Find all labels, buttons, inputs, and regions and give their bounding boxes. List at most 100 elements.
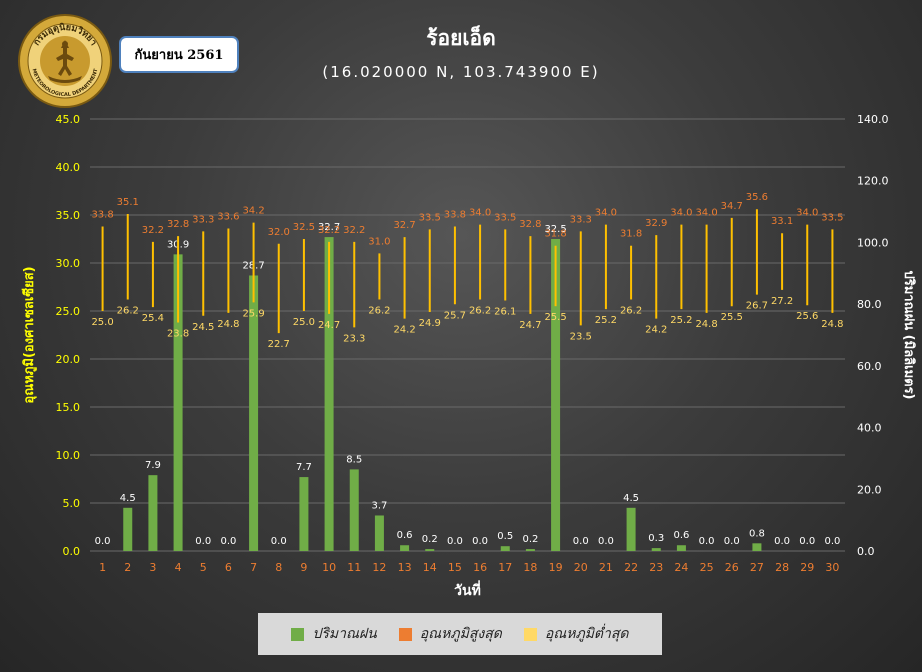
tmax-data-label: 31.0 bbox=[368, 236, 390, 247]
tmin-data-label: 25.6 bbox=[796, 311, 818, 322]
tmin-data-label: 26.2 bbox=[620, 305, 642, 316]
y-tick-left: 30.0 bbox=[56, 257, 81, 270]
x-tick-label: 25 bbox=[700, 561, 714, 574]
x-tick-label: 19 bbox=[549, 561, 563, 574]
rain-data-label: 0.0 bbox=[271, 536, 287, 547]
rain-bar bbox=[525, 549, 535, 551]
legend-swatch-tmin bbox=[523, 627, 537, 641]
tmin-data-label: 24.7 bbox=[318, 320, 340, 331]
tmin-data-label: 25.2 bbox=[670, 315, 692, 326]
y-tick-right: 60.0 bbox=[857, 360, 882, 373]
x-tick-label: 29 bbox=[800, 561, 814, 574]
tmax-data-label: 33.6 bbox=[217, 211, 239, 222]
chart-title: ร้อยเอ็ด bbox=[426, 26, 496, 50]
rain-data-label: 0.0 bbox=[774, 536, 790, 547]
x-tick-label: 9 bbox=[300, 561, 307, 574]
tmax-data-label: 33.1 bbox=[771, 216, 793, 227]
x-tick-label: 22 bbox=[624, 561, 638, 574]
tmax-data-label: 32.5 bbox=[293, 222, 315, 233]
deity-emblem-icon bbox=[48, 40, 82, 83]
legend-swatch-rain bbox=[291, 627, 305, 641]
tmin-data-label: 26.1 bbox=[494, 306, 516, 317]
tmin-data-label: 25.0 bbox=[91, 317, 113, 328]
rain-bar bbox=[425, 549, 435, 551]
rain-bar bbox=[374, 515, 384, 551]
tmax-data-label: 32.0 bbox=[268, 227, 290, 238]
y-tick-left: 0.0 bbox=[63, 545, 81, 558]
rain-data-label: 0.0 bbox=[472, 536, 488, 547]
rain-data-label: 7.7 bbox=[296, 462, 312, 473]
y-tick-right: 100.0 bbox=[857, 236, 889, 249]
x-tick-label: 21 bbox=[599, 561, 613, 574]
tmax-data-label: 32.9 bbox=[645, 218, 667, 229]
tmin-data-label: 24.8 bbox=[217, 319, 239, 330]
tmax-data-label: 31.8 bbox=[544, 229, 566, 240]
rain-bar bbox=[651, 548, 661, 551]
rain-data-label: 0.0 bbox=[724, 536, 740, 547]
tmax-data-label: 32.8 bbox=[519, 219, 541, 230]
tmin-data-label: 24.5 bbox=[192, 322, 214, 333]
rain-data-label: 0.6 bbox=[673, 530, 689, 541]
tmin-data-label: 25.5 bbox=[544, 312, 566, 323]
meteorological-department-logo: กรมอุตุนิยมวิทยา METEOROLOGICAL DEPARTME… bbox=[18, 14, 112, 108]
x-tick-label: 15 bbox=[448, 561, 462, 574]
tmax-data-label: 32.2 bbox=[343, 225, 365, 236]
tmax-data-label: 32.8 bbox=[167, 219, 189, 230]
rain-data-label: 4.5 bbox=[120, 493, 136, 504]
x-tick-label: 24 bbox=[674, 561, 688, 574]
tmax-data-label: 32.2 bbox=[142, 225, 164, 236]
tmin-data-label: 25.0 bbox=[293, 317, 315, 328]
rain-bar bbox=[324, 237, 334, 551]
tmax-data-label: 34.0 bbox=[670, 208, 692, 219]
y-tick-right: 20.0 bbox=[857, 483, 882, 496]
tmax-data-label: 32.2 bbox=[318, 225, 340, 236]
tmin-data-label: 24.9 bbox=[419, 318, 441, 329]
tmax-data-label: 31.8 bbox=[620, 229, 642, 240]
month-label: กันยายน 2561 bbox=[134, 48, 224, 63]
rain-data-label: 0.8 bbox=[749, 528, 765, 539]
tmin-data-label: 26.2 bbox=[117, 305, 139, 316]
rain-bar bbox=[400, 545, 410, 551]
tmin-data-label: 24.8 bbox=[821, 319, 843, 330]
tmin-data-label: 26.2 bbox=[368, 305, 390, 316]
rain-data-label: 0.0 bbox=[195, 536, 211, 547]
rain-bar bbox=[299, 477, 309, 551]
rain-data-label: 0.0 bbox=[220, 536, 236, 547]
rain-bar bbox=[626, 507, 636, 551]
tmin-data-label: 23.3 bbox=[343, 333, 365, 344]
rain-data-label: 0.2 bbox=[422, 534, 438, 545]
tmin-data-label: 24.7 bbox=[519, 320, 541, 331]
rain-data-label: 0.0 bbox=[447, 536, 463, 547]
x-tick-label: 6 bbox=[225, 561, 232, 574]
y-axis-title-left: อุณหภูมิ(องศาเซลเซียส) bbox=[21, 266, 37, 403]
tmin-data-label: 25.5 bbox=[721, 312, 743, 323]
rain-bar bbox=[123, 507, 133, 551]
rain-data-label: 0.0 bbox=[799, 536, 815, 547]
tmax-data-label: 32.7 bbox=[393, 220, 415, 231]
rain-data-label: 0.6 bbox=[397, 530, 413, 541]
tmin-data-label: 24.2 bbox=[645, 325, 667, 336]
y-tick-right: 80.0 bbox=[857, 298, 882, 311]
tmax-data-label: 33.5 bbox=[821, 212, 843, 223]
x-tick-label: 3 bbox=[149, 561, 156, 574]
x-tick-label: 17 bbox=[498, 561, 512, 574]
tmax-data-label: 34.2 bbox=[242, 206, 264, 217]
tmax-data-label: 34.0 bbox=[796, 208, 818, 219]
y-tick-left: 10.0 bbox=[56, 449, 81, 462]
rain-data-label: 0.3 bbox=[648, 533, 664, 544]
rain-data-label: 0.0 bbox=[598, 536, 614, 547]
tmax-data-label: 34.7 bbox=[721, 201, 743, 212]
rain-data-label: 32.7 bbox=[318, 222, 340, 233]
x-tick-label: 8 bbox=[275, 561, 282, 574]
x-tick-label: 14 bbox=[423, 561, 437, 574]
y-tick-left: 35.0 bbox=[56, 209, 81, 222]
rain-data-label: 0.5 bbox=[497, 531, 513, 542]
tmin-data-label: 24.2 bbox=[393, 325, 415, 336]
rain-data-label: 8.5 bbox=[346, 454, 362, 465]
x-tick-label: 11 bbox=[347, 561, 361, 574]
x-tick-label: 28 bbox=[775, 561, 789, 574]
legend-label-tmin: อุณหภูมิต่ำสุด bbox=[544, 626, 629, 642]
rain-data-label: 0.2 bbox=[522, 534, 538, 545]
y-tick-right: 140.0 bbox=[857, 113, 889, 126]
month-label-box: กันยายน 2561 bbox=[119, 36, 239, 73]
